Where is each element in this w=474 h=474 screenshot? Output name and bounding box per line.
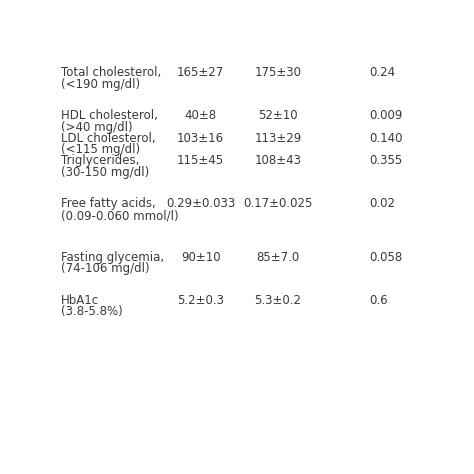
- Text: Free fatty acids,: Free fatty acids,: [61, 197, 156, 210]
- Text: 0.29±0.033: 0.29±0.033: [166, 197, 235, 210]
- Text: HbA1c: HbA1c: [61, 294, 99, 307]
- Text: Fasting glycemia,: Fasting glycemia,: [61, 251, 164, 264]
- Text: 175±30: 175±30: [255, 66, 301, 79]
- Text: 5.3±0.2: 5.3±0.2: [255, 294, 301, 307]
- Text: 165±27: 165±27: [177, 66, 224, 79]
- Text: LDL cholesterol,: LDL cholesterol,: [61, 132, 156, 145]
- Text: 0.02: 0.02: [370, 197, 396, 210]
- Text: 0.355: 0.355: [370, 155, 403, 167]
- Text: HDL cholesterol,: HDL cholesterol,: [61, 109, 158, 122]
- Text: Total cholesterol,: Total cholesterol,: [61, 66, 161, 79]
- Text: 0.6: 0.6: [370, 294, 388, 307]
- Text: (0.09-0.060 mmol/l): (0.09-0.060 mmol/l): [61, 209, 179, 222]
- Text: 5.2±0.3: 5.2±0.3: [177, 294, 224, 307]
- Text: 90±10: 90±10: [181, 251, 220, 264]
- Text: 0.24: 0.24: [370, 66, 396, 79]
- Text: 85±7.0: 85±7.0: [256, 251, 300, 264]
- Text: 103±16: 103±16: [177, 132, 224, 145]
- Text: (<190 mg/dl): (<190 mg/dl): [61, 78, 140, 91]
- Text: 0.058: 0.058: [370, 251, 403, 264]
- Text: 40±8: 40±8: [184, 109, 217, 122]
- Text: (>40 mg/dl): (>40 mg/dl): [61, 121, 133, 134]
- Text: (<115 mg/dl): (<115 mg/dl): [61, 143, 140, 156]
- Text: 115±45: 115±45: [177, 155, 224, 167]
- Text: Triglycerides,: Triglycerides,: [61, 155, 139, 167]
- Text: 113±29: 113±29: [254, 132, 301, 145]
- Text: 108±43: 108±43: [255, 155, 301, 167]
- Text: 0.140: 0.140: [370, 132, 403, 145]
- Text: (30-150 mg/dl): (30-150 mg/dl): [61, 166, 149, 179]
- Text: 0.009: 0.009: [370, 109, 403, 122]
- Text: (3.8-5.8%): (3.8-5.8%): [61, 305, 123, 319]
- Text: 52±10: 52±10: [258, 109, 298, 122]
- Text: (74-106 mg/dl): (74-106 mg/dl): [61, 263, 150, 275]
- Text: 0.17±0.025: 0.17±0.025: [243, 197, 312, 210]
